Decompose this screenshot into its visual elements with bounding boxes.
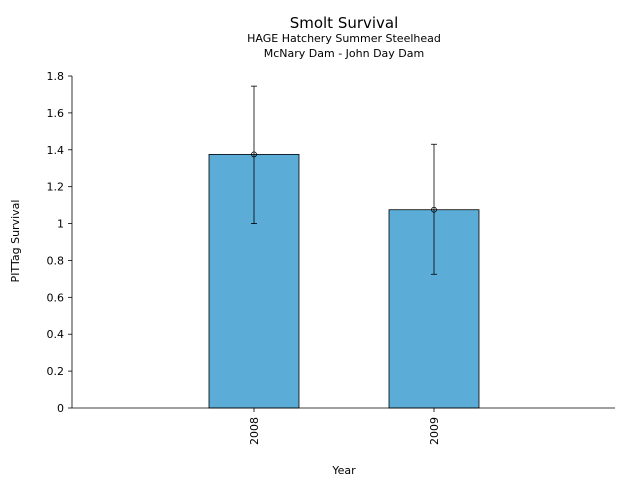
- x-axis: 2008 2009: [72, 407, 615, 445]
- x-tick-label-2009: 2009: [428, 417, 441, 445]
- y-tick-label-0.6: 0.6: [47, 291, 65, 304]
- y-axis: 0 0.2 0.4 0.6 0.8 1 1.2 1.4 1.6 1.8: [47, 70, 73, 415]
- y-tick-label-0.4: 0.4: [47, 328, 65, 341]
- chart-title: Smolt Survival: [290, 14, 399, 32]
- x-tick-label-2008: 2008: [248, 417, 261, 445]
- y-tick-label-1.2: 1.2: [47, 181, 65, 194]
- y-tick-label-0.2: 0.2: [47, 365, 65, 378]
- y-tick-label-1.4: 1.4: [47, 144, 65, 157]
- x-axis-label: Year: [331, 464, 356, 477]
- y-tick-label-1.8: 1.8: [47, 70, 65, 83]
- point-marker-2008: [251, 151, 257, 158]
- y-tick-label-0.8: 0.8: [47, 254, 65, 267]
- chart-subtitle-line-1: HAGE Hatchery Summer Steelhead: [247, 32, 441, 45]
- y-tick-label-0: 0: [57, 402, 64, 415]
- point-marker-2009: [431, 206, 437, 213]
- y-axis-label: PITTag Survival: [9, 200, 22, 283]
- bars-group: [208, 153, 480, 409]
- error-bars-group: [251, 85, 437, 275]
- chart-subtitle-line-2: McNary Dam - John Day Dam: [264, 47, 424, 60]
- y-tick-label-1.6: 1.6: [47, 107, 65, 120]
- y-tick-label-1: 1: [57, 218, 64, 231]
